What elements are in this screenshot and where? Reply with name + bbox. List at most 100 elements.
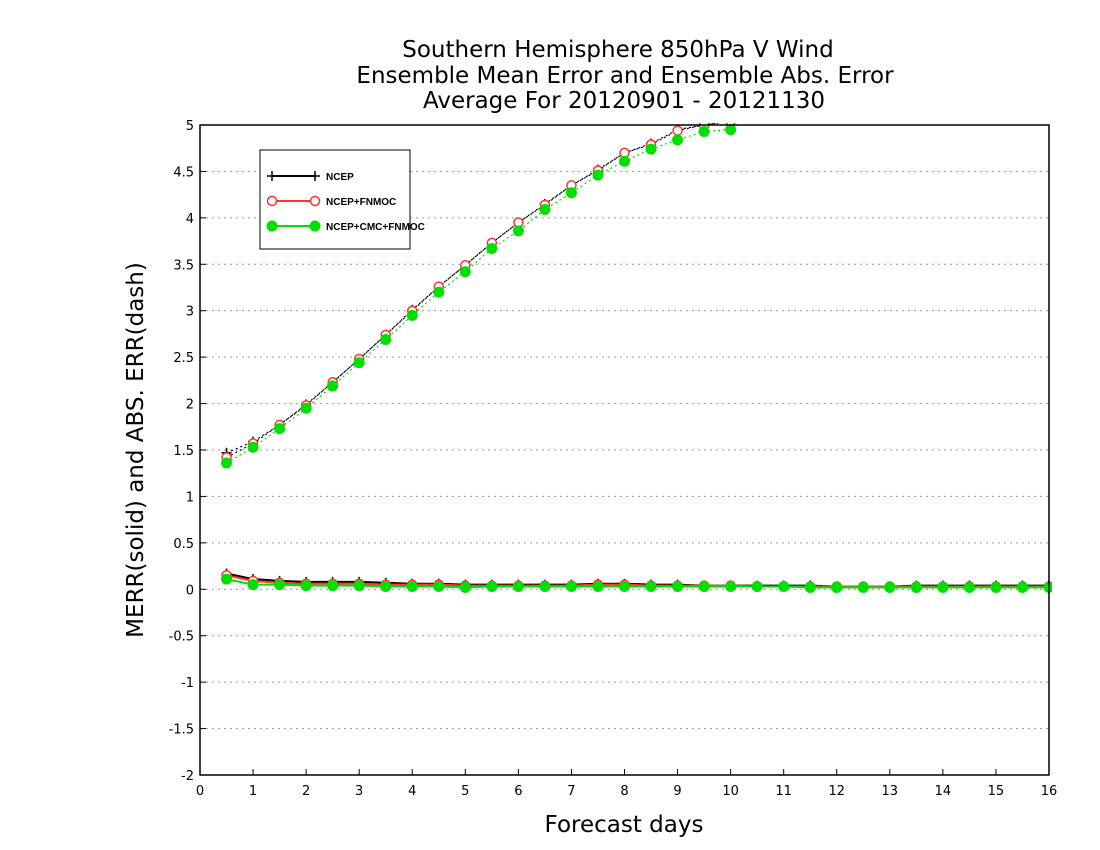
ncep-cmc-fnmoc-mean-error-point xyxy=(831,581,843,593)
legend-label-ncep-cmc-fnmoc: NCEP+CMC+FNMOC xyxy=(326,222,425,233)
chart-title: Southern Hemisphere 850hPa V Wind Ensemb… xyxy=(356,37,894,114)
legend-marker-ncep xyxy=(310,171,320,181)
legend-label-ncep: NCEP xyxy=(326,172,354,183)
ncep-cmc-fnmoc-mean-error-point xyxy=(274,579,286,591)
x-tick-label: 3 xyxy=(355,784,363,799)
ncep-cmc-fnmoc-mean-error-point xyxy=(884,581,896,593)
y-tick-label: -1 xyxy=(181,676,194,691)
y-tick-label: -1.5 xyxy=(169,723,194,738)
ncep-cmc-fnmoc-mean-error-point xyxy=(645,581,657,592)
y-tick-label: 1 xyxy=(186,490,194,505)
ncep-cmc-fnmoc-abs-error-point xyxy=(300,402,312,414)
x-axis: 0 1 2 3 4 5 6 7 8 9 10 11 12 13 14 15 16 xyxy=(196,769,1057,799)
ncep-cmc-fnmoc-mean-error-point xyxy=(592,581,604,592)
ncep-cmc-fnmoc-mean-error-point xyxy=(937,581,949,593)
ncep-cmc-fnmoc-abs-error-point xyxy=(459,266,471,278)
ncep-cmc-fnmoc-abs-error-point xyxy=(725,124,737,136)
legend-marker-ncep-fnmoc xyxy=(309,195,321,207)
ncep-cmc-fnmoc-abs-error-point xyxy=(565,187,577,199)
series-layer xyxy=(221,123,1052,593)
ncep-cmc-fnmoc-mean-error-point xyxy=(963,581,975,593)
x-tick-label: 6 xyxy=(514,784,522,799)
ncep-cmc-fnmoc-mean-error-point xyxy=(459,581,471,593)
x-tick-label: 5 xyxy=(461,784,469,799)
x-tick-label: 4 xyxy=(408,784,416,799)
ncep-cmc-fnmoc-mean-error-point xyxy=(247,579,259,591)
legend-marker-ncep-cmc-fnmoc xyxy=(309,220,321,232)
ncep-cmc-fnmoc-mean-error-point xyxy=(672,581,684,592)
ncep-cmc-fnmoc-mean-error-point xyxy=(619,581,630,592)
x-tick-label: 12 xyxy=(828,784,845,799)
ncep-cmc-fnmoc-abs-error-point xyxy=(406,309,418,321)
y-tick-label: 4 xyxy=(186,212,194,227)
x-tick-label: 15 xyxy=(988,784,1005,799)
y-tick-label: 0 xyxy=(186,583,194,598)
x-axis-label: Forecast days xyxy=(545,812,704,838)
ncep-cmc-fnmoc-mean-error-point xyxy=(804,581,816,593)
x-tick-label: 1 xyxy=(249,784,257,799)
x-tick-label: 7 xyxy=(567,784,575,799)
ncep-cmc-fnmoc-abs-error-point xyxy=(274,423,286,435)
ncep-cmc-fnmoc-mean-error-point xyxy=(433,581,445,592)
legend-box xyxy=(259,149,411,250)
legend-marker-ncep-cmc-fnmoc xyxy=(266,220,278,232)
ncep-cmc-fnmoc-mean-error-point xyxy=(380,581,392,592)
x-tick-label: 0 xyxy=(196,784,204,799)
legend: NCEP NCEP+FNMOC NCEP+CMC+FNMOC xyxy=(259,149,425,250)
x-tick-label: 9 xyxy=(673,784,681,799)
ncep-cmc-fnmoc-mean-error-point xyxy=(406,581,418,592)
y-tick-label: 2.5 xyxy=(173,351,194,366)
y-tick-label: 3.5 xyxy=(173,258,194,273)
x-tick-label: 16 xyxy=(1041,784,1058,799)
ncep-cmc-fnmoc-mean-error-point xyxy=(751,581,763,592)
ncep-cmc-fnmoc-mean-error-point xyxy=(512,581,524,592)
y-tick-label: 5 xyxy=(186,119,194,134)
ncep-cmc-fnmoc-mean-error-point xyxy=(327,580,339,592)
x-tick-label: 8 xyxy=(620,784,628,799)
ncep-cmc-fnmoc-mean-error-point xyxy=(990,581,1002,593)
ncep-cmc-fnmoc-mean-error-point xyxy=(539,581,551,592)
title-line-1: Southern Hemisphere 850hPa V Wind xyxy=(402,37,833,63)
y-tick-label: 0.5 xyxy=(173,537,194,552)
ncep-cmc-fnmoc-mean-error-point xyxy=(857,581,869,593)
ncep-cmc-fnmoc-abs-error-point xyxy=(380,334,392,345)
y-axis-label: MERR(solid) and ABS. ERR(dash) xyxy=(123,262,149,638)
ncep-cmc-fnmoc-abs-error-point xyxy=(645,143,657,155)
y-tick-label: 3 xyxy=(186,305,194,320)
ncep-cmc-fnmoc-abs-error-point xyxy=(486,243,498,254)
grid xyxy=(200,170,1049,730)
ncep-cmc-fnmoc-mean-error-point xyxy=(221,573,233,585)
ncep-cmc-fnmoc-abs-error-point xyxy=(619,155,630,167)
legend-marker-ncep-fnmoc xyxy=(266,195,278,207)
y-tick-label: -0.5 xyxy=(169,630,194,645)
ncep-cmc-fnmoc-abs-error-point xyxy=(698,126,710,137)
x-tick-label: 2 xyxy=(302,784,310,799)
ncep-cmc-fnmoc-abs-error-point xyxy=(539,204,551,215)
ncep-cmc-fnmoc-mean-error-point xyxy=(725,581,737,592)
ncep-cmc-fnmoc-mean-error-point xyxy=(486,581,498,592)
ncep-cmc-fnmoc-abs-error-point xyxy=(353,357,365,369)
ncep-fnmoc-abs-error-point xyxy=(672,125,683,136)
title-line-2: Ensemble Mean Error and Ensemble Abs. Er… xyxy=(356,63,894,89)
ncep-cmc-fnmoc-abs-error-point xyxy=(512,225,524,237)
x-tick-label: 13 xyxy=(882,784,899,799)
ncep-cmc-fnmoc-mean-error-point xyxy=(778,581,790,592)
ncep-cmc-fnmoc-mean-error-point xyxy=(698,581,710,592)
legend-marker-ncep xyxy=(267,171,277,181)
ncep-cmc-fnmoc-abs-error-point xyxy=(672,134,684,146)
legend-label-ncep-fnmoc: NCEP+FNMOC xyxy=(326,197,396,208)
ncep-cmc-fnmoc-mean-error-point xyxy=(353,580,365,592)
y-axis: -2 -1.5 -1 -0.5 0 0.5 1 1.5 2 2.5 3 3.5 4 4.5 5 xyxy=(169,119,206,784)
x-tick-label: 10 xyxy=(722,784,739,799)
ncep-cmc-fnmoc-mean-error-point xyxy=(565,581,577,592)
ncep-cmc-fnmoc-abs-error-point xyxy=(247,441,259,453)
y-tick-label: -2 xyxy=(181,769,194,784)
y-tick-label: 1.5 xyxy=(173,444,194,459)
ncep-cmc-fnmoc-abs-error-point xyxy=(592,169,604,181)
y-tick-label: 2 xyxy=(186,398,194,413)
ncep-cmc-fnmoc-mean-error-point xyxy=(300,580,312,592)
ncep-cmc-fnmoc-abs-error-point xyxy=(433,286,445,298)
ncep-cmc-fnmoc-abs-error-point xyxy=(221,457,233,469)
ncep-cmc-fnmoc-mean-error-point xyxy=(1016,581,1028,593)
